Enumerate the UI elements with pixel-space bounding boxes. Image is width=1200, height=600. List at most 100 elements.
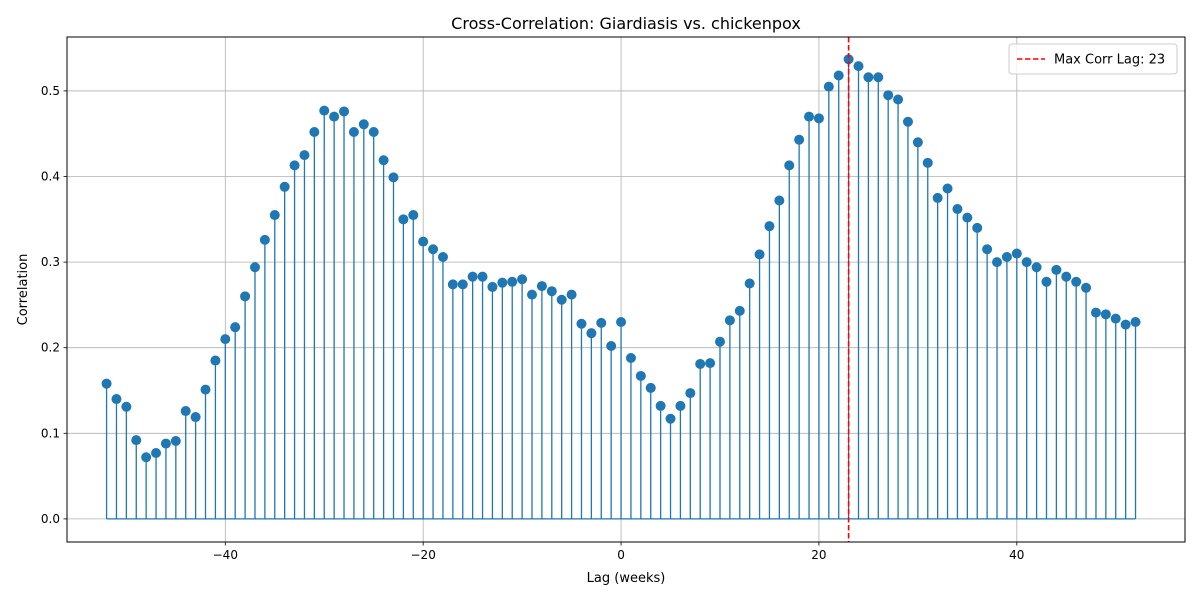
stem-marker (1031, 262, 1042, 273)
stem-marker (279, 181, 290, 192)
stem-marker (1021, 257, 1032, 268)
stem-marker (794, 134, 805, 145)
stem-marker (744, 278, 755, 289)
stem-marker (1130, 317, 1141, 328)
stem-marker (556, 294, 567, 305)
stem-marker (1120, 319, 1131, 330)
stem-marker (784, 160, 795, 171)
stem-marker (428, 244, 439, 255)
stem-marker (249, 262, 260, 273)
x-axis-label: Lag (weeks) (587, 571, 666, 586)
stem-marker (151, 447, 162, 458)
stem-marker (645, 382, 656, 393)
stem-marker (210, 355, 221, 366)
stem-marker (952, 204, 963, 215)
stem-marker (902, 116, 913, 127)
x-tick-label: 20 (811, 548, 826, 562)
stem-marker (992, 257, 1003, 268)
stem-marker (240, 291, 251, 302)
stem-marker (1100, 309, 1111, 320)
stem-marker (724, 315, 735, 326)
stem-marker (843, 54, 854, 65)
stem-marker (141, 452, 152, 463)
stem-marker (378, 155, 389, 166)
tick-layer: −40 −20 0 20 40 0.0 0.1 0.2 0.3 0.4 0.5 (41, 84, 1025, 562)
stem-marker (764, 221, 775, 232)
stem-marker (685, 388, 696, 399)
stem-marker (853, 61, 864, 72)
stem-marker (922, 157, 933, 168)
stem-marker (388, 172, 399, 183)
stem-marker (982, 244, 993, 255)
stem-marker (546, 286, 557, 297)
stem-layer (101, 54, 1141, 520)
stem-marker (170, 436, 181, 446)
stem-marker (487, 281, 498, 292)
stem-marker (368, 127, 379, 138)
stem-marker (625, 352, 636, 363)
x-tick-label: −20 (411, 548, 436, 562)
stem-marker (418, 236, 429, 247)
stem-marker (160, 438, 171, 449)
stem-marker (289, 160, 300, 171)
stem-marker (873, 72, 884, 83)
stem-marker (477, 271, 488, 282)
stem-marker (259, 234, 270, 245)
stem-marker (497, 277, 508, 288)
stem-marker (1090, 307, 1101, 318)
stem-marker (1051, 264, 1062, 275)
stem-marker (833, 70, 844, 81)
stem-marker (734, 305, 745, 316)
stem-marker (714, 336, 725, 347)
stem-marker (299, 150, 310, 161)
stem-marker (437, 251, 448, 262)
stem-marker (101, 378, 112, 389)
stem-marker (932, 192, 943, 203)
stem-marker (121, 401, 132, 412)
stem-marker (1081, 282, 1092, 293)
x-tick-label: −40 (213, 548, 238, 562)
stem-marker (586, 328, 597, 339)
stem-marker (269, 210, 280, 221)
stem-marker (893, 94, 904, 105)
stem-marker (606, 340, 617, 351)
y-tick-label: 0.0 (41, 512, 60, 526)
stem-marker (309, 127, 320, 138)
stem-marker (329, 111, 340, 122)
stem-marker (467, 271, 478, 282)
stem-marker (220, 334, 231, 345)
stem-marker (1061, 271, 1072, 282)
stem-marker (823, 81, 834, 92)
stem-marker (942, 183, 953, 194)
y-tick-label: 0.2 (41, 341, 60, 355)
stem-marker (566, 289, 577, 300)
stem-marker (1041, 276, 1052, 287)
y-tick-label: 0.1 (41, 426, 60, 440)
stem-marker (962, 212, 973, 223)
y-tick-label: 0.5 (41, 84, 60, 98)
stem-marker (665, 413, 676, 424)
stem-marker (527, 289, 538, 300)
stem-marker (398, 214, 409, 225)
chart-title: Cross-Correlation: Giardiasis vs. chicke… (451, 14, 801, 33)
stem-marker (230, 322, 241, 333)
stem-marker (655, 400, 666, 411)
stem-marker (774, 195, 785, 206)
stem-marker (695, 358, 706, 369)
stem-marker (863, 72, 874, 83)
stem-marker (358, 119, 369, 130)
x-tick-label: 40 (1009, 548, 1024, 562)
stem-marker (517, 274, 528, 285)
legend-box (1008, 43, 1178, 75)
stem-marker (635, 370, 646, 381)
stem-marker (813, 113, 824, 124)
stem-marker (972, 222, 983, 233)
stem-marker (339, 106, 350, 117)
legend-label: Max Corr Lag: 23 (1054, 53, 1165, 68)
stem-marker (190, 412, 201, 423)
y-axis-label: Correlation (16, 254, 31, 326)
stem-marker (804, 111, 815, 122)
stem-marker (447, 279, 458, 290)
stem-marker (596, 317, 607, 328)
